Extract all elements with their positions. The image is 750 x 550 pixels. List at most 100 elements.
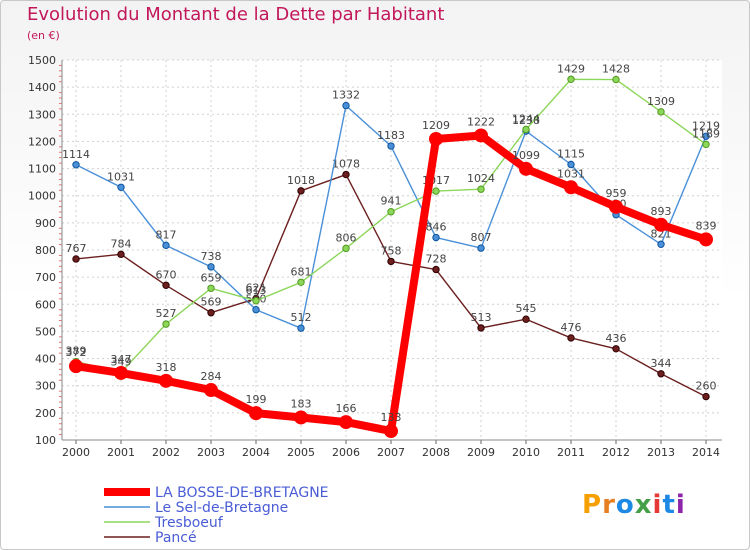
data-point	[387, 208, 395, 216]
data-label: 767	[66, 242, 87, 255]
data-point	[384, 424, 398, 439]
data-label: 199	[246, 393, 267, 406]
data-point	[342, 170, 350, 179]
data-point	[612, 345, 620, 353]
data-point	[162, 241, 170, 250]
data-label: 527	[156, 307, 177, 320]
data-point	[114, 365, 128, 380]
data-label: 1309	[647, 95, 675, 108]
data-point	[252, 306, 260, 314]
data-label: 1222	[467, 115, 495, 128]
x-tick-label: 2005	[287, 446, 315, 459]
data-label: 1024	[467, 172, 495, 185]
data-point	[297, 278, 305, 286]
data-point	[297, 187, 305, 195]
data-point	[477, 324, 485, 332]
data-label: 1183	[377, 129, 405, 142]
data-label: 436	[606, 332, 627, 345]
x-tick-label: 2003	[197, 446, 225, 459]
legend-label: Le Sel-de-Bretagne	[155, 500, 288, 516]
y-tick-label: 1300	[28, 108, 56, 121]
y-tick-label: 1100	[28, 163, 56, 176]
data-label: 807	[471, 231, 492, 244]
data-label: 372	[66, 346, 87, 359]
data-point	[522, 125, 530, 134]
data-point	[657, 370, 665, 378]
data-point	[387, 257, 395, 266]
data-point	[159, 373, 173, 388]
data-label: 318	[156, 361, 177, 374]
data-point	[477, 244, 485, 252]
x-tick-label: 2000	[62, 446, 90, 459]
data-label: 1244	[512, 112, 540, 125]
data-point	[432, 233, 440, 242]
data-label: 513	[471, 311, 492, 324]
x-tick-label: 2009	[467, 446, 495, 459]
data-label: 1031	[107, 170, 135, 183]
proxiti-logo: Proxiti	[582, 490, 686, 520]
data-label: 659	[201, 271, 222, 284]
data-point	[297, 324, 305, 332]
data-label: 166	[336, 402, 357, 415]
data-label: 839	[696, 219, 717, 232]
y-tick-label: 1400	[28, 81, 56, 94]
y-tick-label: 400	[35, 353, 56, 366]
data-label: 758	[381, 244, 402, 257]
data-point	[162, 320, 170, 328]
data-label: 893	[651, 205, 672, 218]
legend-label: LA BOSSE-DE-BRETAGNE	[155, 485, 329, 501]
data-point	[72, 161, 80, 169]
data-label: 1219	[692, 119, 720, 132]
data-point	[249, 406, 263, 421]
x-tick-label: 2010	[512, 446, 540, 459]
data-label: 1428	[602, 63, 630, 76]
data-point	[429, 131, 443, 146]
data-label: 260	[696, 380, 717, 393]
x-tick-label: 2008	[422, 446, 450, 459]
data-label: 1332	[332, 89, 360, 102]
data-label: 1115	[557, 148, 585, 161]
y-tick-label: 1500	[28, 54, 56, 67]
data-label: 183	[291, 397, 312, 410]
data-label: 959	[606, 187, 627, 200]
data-point	[432, 187, 440, 195]
x-tick-label: 2001	[107, 446, 135, 459]
chart-subtitle: (en €)	[27, 29, 60, 42]
data-label: 738	[201, 250, 222, 263]
data-point	[612, 75, 620, 84]
data-point	[117, 250, 125, 259]
data-point	[567, 334, 575, 342]
data-point	[519, 161, 533, 176]
data-point	[654, 217, 668, 232]
data-point	[609, 199, 623, 214]
y-tick-label: 100	[35, 434, 56, 447]
chart-title: Evolution du Montant de la Dette par Hab…	[27, 4, 445, 25]
data-point	[567, 160, 575, 169]
data-point	[342, 101, 350, 110]
data-point	[342, 244, 350, 253]
data-label: 784	[111, 237, 132, 250]
data-point	[699, 232, 713, 247]
data-label: 941	[381, 195, 402, 208]
data-label: 512	[291, 311, 312, 324]
data-label: 284	[201, 370, 222, 383]
data-point	[702, 392, 710, 401]
data-point	[207, 309, 215, 317]
data-point	[522, 315, 530, 323]
y-tick-label: 1000	[28, 190, 56, 203]
data-label: 344	[651, 357, 672, 370]
data-label: 476	[561, 321, 582, 334]
y-tick-label: 800	[35, 244, 56, 257]
data-point	[702, 140, 710, 149]
data-label: 817	[156, 228, 177, 241]
data-label: 846	[426, 221, 447, 234]
data-point	[702, 132, 710, 140]
data-label: 569	[201, 296, 222, 309]
data-point	[72, 255, 80, 263]
data-point	[207, 284, 215, 292]
data-point	[567, 75, 575, 83]
data-label: 806	[336, 231, 357, 244]
data-label: 670	[156, 268, 177, 281]
data-label: 545	[516, 302, 537, 315]
data-label: 1114	[62, 148, 90, 161]
